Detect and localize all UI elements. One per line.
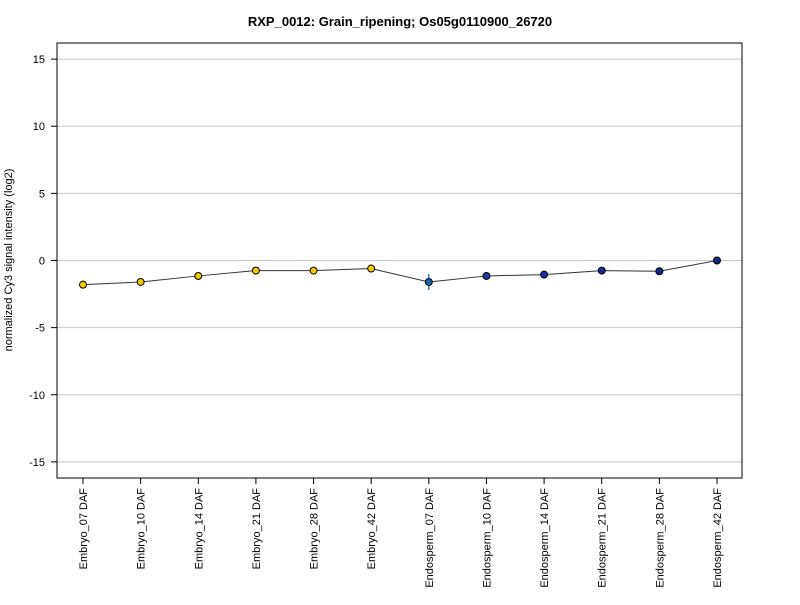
y-tick-label: -15	[29, 457, 45, 469]
y-axis: -15 -10 -5 0 5 10 15	[29, 54, 57, 469]
chart-title: RXP_0012: Grain_ripening; Os05g0110900_2…	[248, 14, 552, 29]
data-point	[540, 270, 549, 279]
x-tick-label: Endosperm_07 DAF	[424, 488, 436, 588]
data-point	[482, 271, 491, 280]
x-tick-label: Embryo_10 DAF	[136, 488, 148, 570]
y-axis-label: normalized Cy3 signal intensity (log2)	[3, 169, 15, 352]
x-tick-label: Endosperm_42 DAF	[712, 488, 724, 588]
x-tick-label: Embryo_21 DAF	[251, 488, 263, 570]
data-point	[251, 266, 260, 275]
x-tick-label: Embryo_42 DAF	[366, 488, 378, 570]
data-point	[367, 264, 376, 273]
data-point	[655, 267, 664, 276]
x-tick-label: Endosperm_21 DAF	[597, 488, 609, 588]
x-tick-label: Embryo_07 DAF	[78, 488, 90, 570]
x-tick-label: Embryo_28 DAF	[309, 488, 321, 570]
series-line	[82, 260, 718, 286]
x-tick-label: Embryo_14 DAF	[193, 488, 205, 570]
data-point	[597, 266, 606, 275]
grid-layer	[57, 58, 742, 463]
x-axis: Embryo_07 DAF Embryo_10 DAF Embryo_14 DAF E…	[78, 478, 724, 588]
data-point	[309, 266, 318, 275]
y-tick-label: 5	[39, 188, 45, 200]
y-tick-label: 0	[39, 256, 45, 268]
x-tick-label: Endosperm_10 DAF	[481, 488, 493, 588]
y-tick-label: 15	[33, 54, 45, 66]
x-tick-label: Endosperm_14 DAF	[539, 488, 551, 588]
y-tick-label: 10	[33, 121, 45, 133]
data-point	[424, 277, 433, 286]
data-point	[713, 256, 721, 265]
series	[79, 256, 721, 291]
x-tick-label: Endosperm_28 DAF	[654, 488, 666, 588]
y-tick-label: -5	[35, 323, 45, 335]
data-point	[79, 280, 87, 289]
data-point	[136, 277, 145, 286]
data-point	[194, 271, 203, 280]
y-tick-label: -10	[29, 390, 45, 402]
